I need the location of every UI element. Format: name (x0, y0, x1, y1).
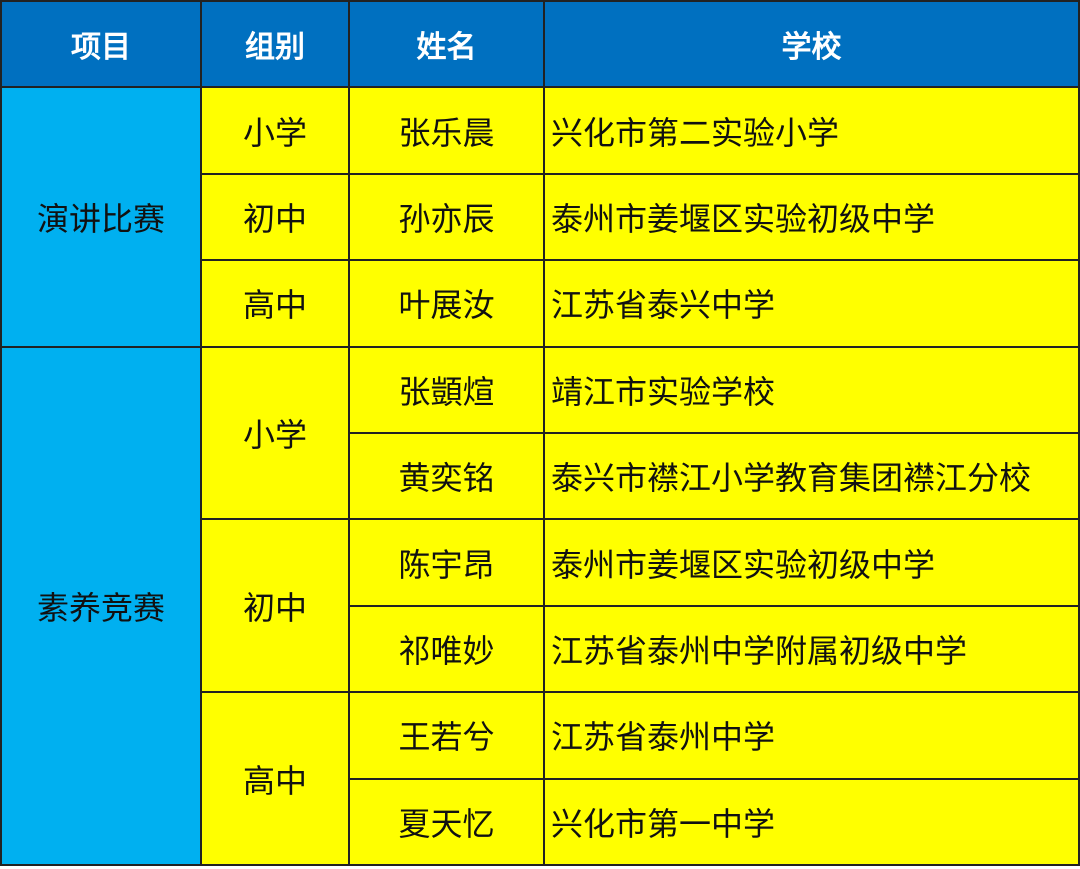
school-cell: 江苏省泰兴中学 (545, 261, 1080, 348)
school-cell: 江苏省泰州中学附属初级中学 (545, 606, 1080, 694)
level-cell: 小学 (202, 347, 350, 521)
school-cell: 靖江市实验学校 (545, 347, 1080, 434)
school-cell: 江苏省泰州中学 (545, 693, 1080, 780)
name-cell: 王若兮 (350, 693, 545, 780)
project-cell: 演讲比赛 (2, 88, 202, 348)
school-cell: 泰州市姜堰区实验初级中学 (545, 174, 1080, 262)
header-cell: 学校 (545, 2, 1080, 89)
school-cell: 泰州市姜堰区实验初级中学 (545, 520, 1080, 607)
school-cell: 兴化市第一中学 (545, 779, 1080, 866)
project-cell: 素养竞赛 (2, 347, 202, 866)
name-cell: 叶展汝 (350, 261, 545, 348)
level-cell: 高中 (202, 261, 350, 348)
header-cell: 姓名 (350, 2, 545, 89)
header-cell: 项目 (2, 2, 202, 89)
header-cell: 组别 (202, 2, 350, 89)
name-cell: 孙亦辰 (350, 174, 545, 262)
level-cell: 初中 (202, 174, 350, 262)
name-cell: 陈宇昂 (350, 520, 545, 607)
school-cell: 兴化市第二实验小学 (545, 88, 1080, 175)
level-cell: 初中 (202, 520, 350, 694)
name-cell: 张乐晨 (350, 88, 545, 175)
name-cell: 祁唯妙 (350, 606, 545, 694)
name-cell: 张顗煊 (350, 347, 545, 434)
name-cell: 夏天忆 (350, 779, 545, 866)
level-cell: 高中 (202, 693, 350, 866)
name-cell: 黄奕铭 (350, 434, 545, 521)
school-cell: 泰兴市襟江小学教育集团襟江分校 (545, 434, 1080, 521)
level-cell: 小学 (202, 88, 350, 175)
